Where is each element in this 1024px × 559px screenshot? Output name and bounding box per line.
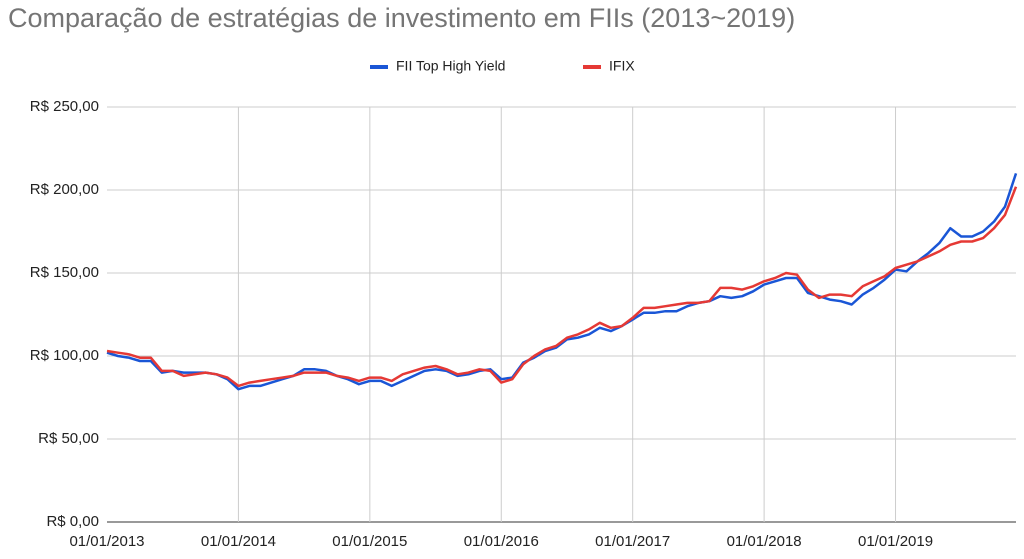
legend-label: FII Top High Yield — [396, 58, 505, 74]
x-tick-label: 01/01/2016 — [464, 533, 539, 550]
y-tick-label: R$ 250,00 — [30, 98, 99, 115]
y-tick-label: R$ 0,00 — [46, 513, 99, 530]
legend-label: IFIX — [609, 58, 635, 74]
x-tick-label: 01/01/2017 — [595, 533, 670, 550]
x-tick-label: 01/01/2014 — [201, 533, 276, 550]
x-tick-label: 01/01/2015 — [332, 533, 407, 550]
x-tick-label: 01/01/2019 — [858, 533, 933, 550]
x-tick-label: 01/01/2018 — [727, 533, 802, 550]
x-tick-label: 01/01/2013 — [69, 533, 144, 550]
series-line — [106, 173, 1018, 391]
chart-title: Comparação de estratégias de investiment… — [8, 3, 795, 33]
series-line — [106, 186, 1018, 388]
y-tick-label: R$ 50,00 — [38, 430, 99, 447]
y-tick-label: R$ 200,00 — [30, 181, 99, 198]
y-tick-label: R$ 100,00 — [30, 347, 99, 364]
y-tick-label: R$ 150,00 — [30, 264, 99, 281]
